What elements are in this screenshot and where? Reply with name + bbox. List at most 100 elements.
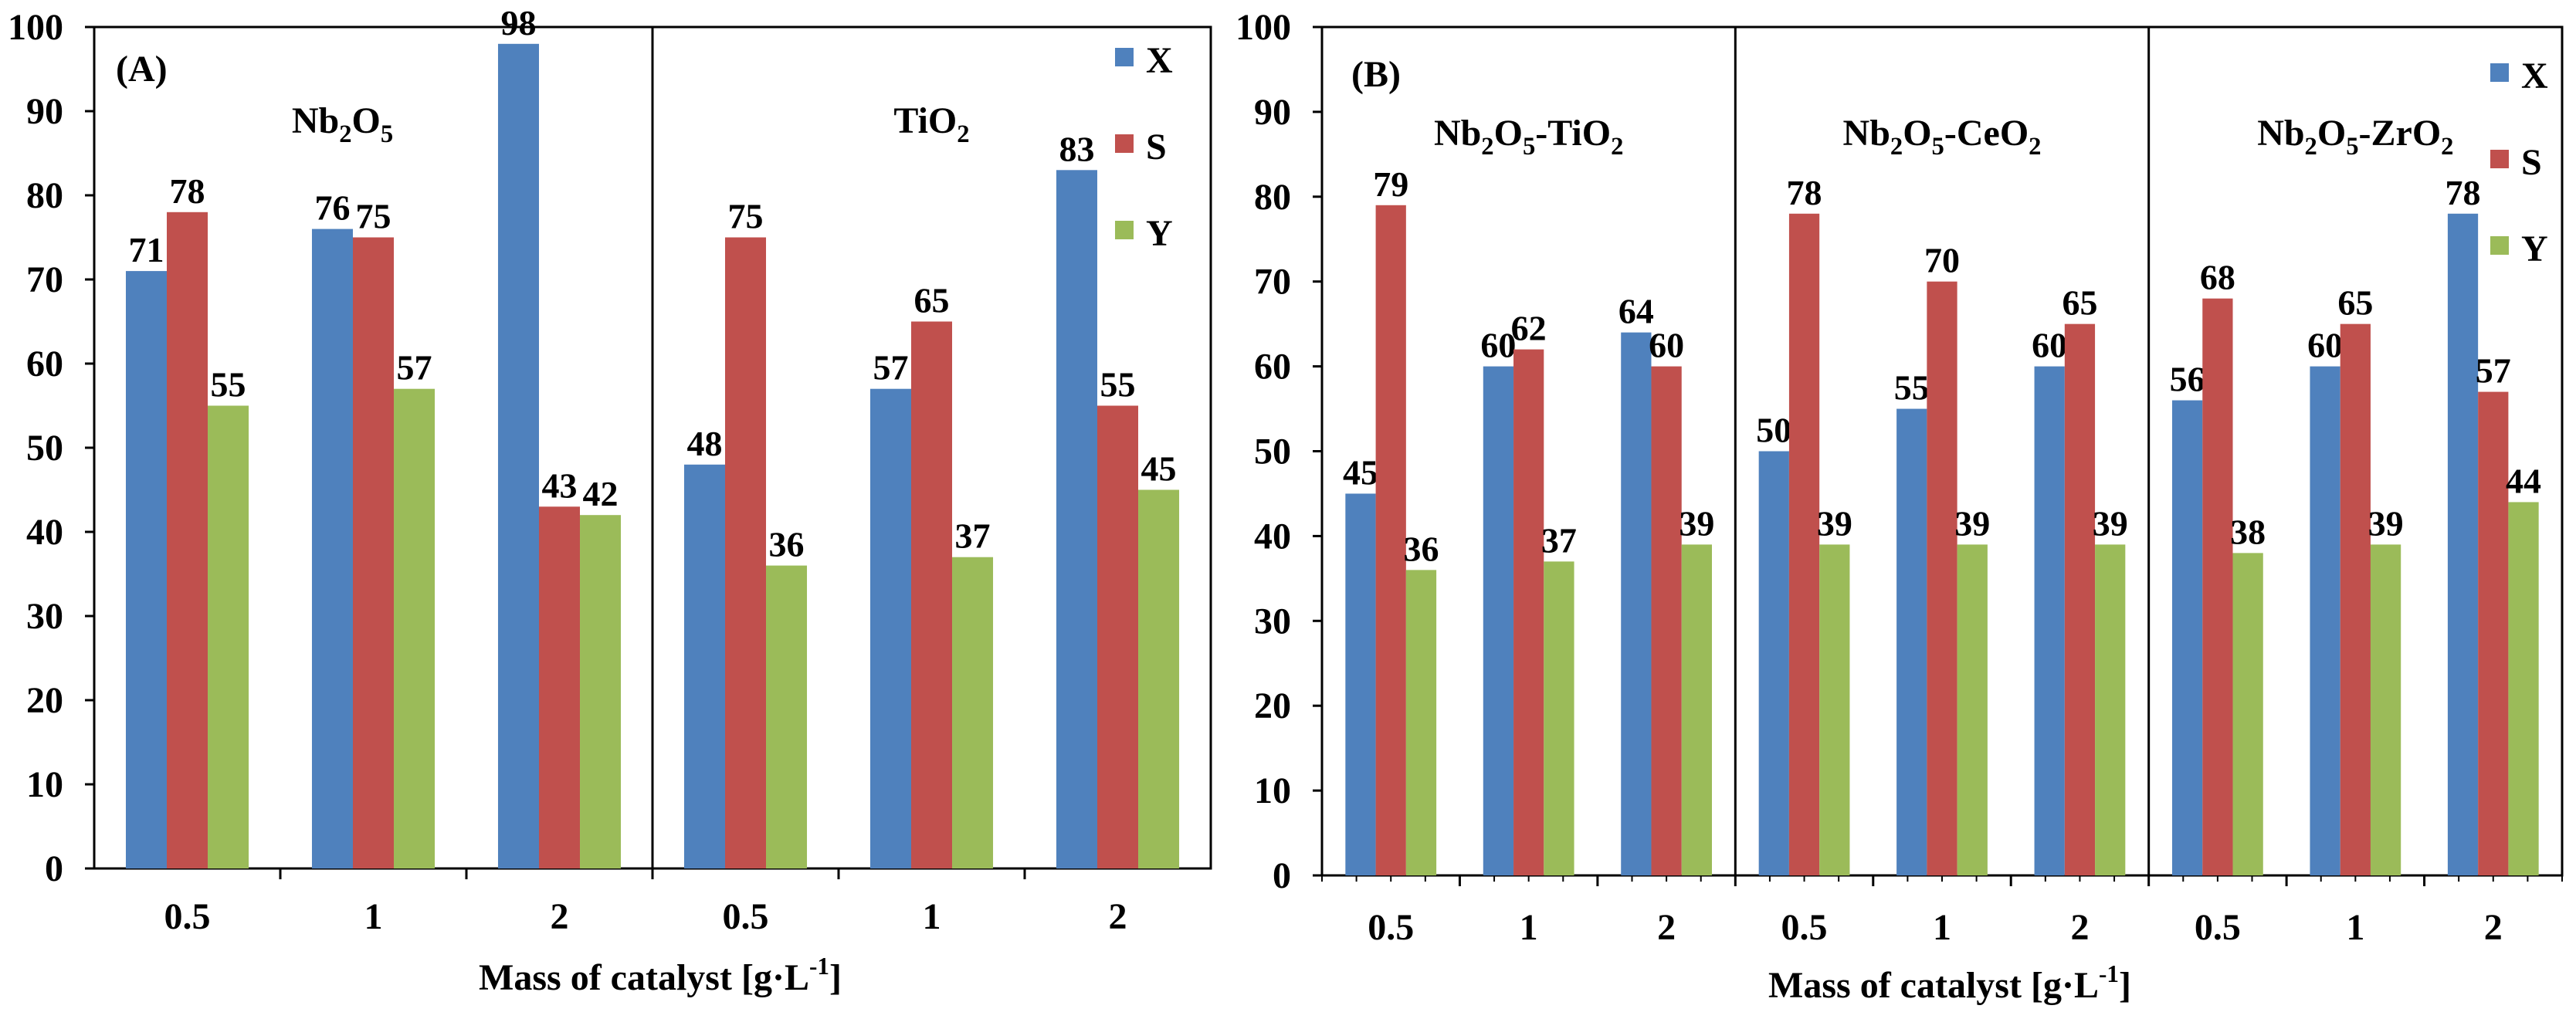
bar-y bbox=[1138, 489, 1180, 868]
legend-label-x: X bbox=[1146, 40, 1173, 81]
group-title-text: Nb bbox=[1843, 113, 1890, 154]
bar-x bbox=[1483, 366, 1514, 876]
x-category-label: 1 bbox=[364, 896, 383, 937]
data-label: 45 bbox=[1343, 452, 1378, 492]
x-axis-title-end: ] bbox=[829, 957, 842, 998]
data-label: 55 bbox=[1894, 368, 1930, 408]
group-title-subscript: 2 bbox=[339, 120, 351, 148]
data-label: 78 bbox=[2446, 173, 2481, 212]
data-label: 60 bbox=[2307, 326, 2343, 365]
data-label: 57 bbox=[397, 348, 432, 388]
legend-swatch-x bbox=[1115, 48, 1134, 66]
data-label: 57 bbox=[2476, 351, 2511, 391]
bar-x bbox=[125, 271, 167, 869]
bar-s bbox=[910, 321, 953, 868]
x-axis-title: Mass of catalyst [g·L-1] bbox=[1768, 960, 2131, 1006]
y-tick-label: 60 bbox=[26, 344, 63, 384]
y-tick-label: 70 bbox=[1254, 262, 1291, 303]
group-title-text: O bbox=[1494, 113, 1523, 154]
data-label: 42 bbox=[583, 474, 619, 513]
data-label: 75 bbox=[728, 197, 764, 236]
data-label: 64 bbox=[1618, 292, 1654, 331]
x-axis-title-end: ] bbox=[2119, 965, 2131, 1006]
group-title-subscript: 2 bbox=[2029, 133, 2041, 161]
x-category-label: 1 bbox=[1933, 907, 1951, 948]
x-category-label: 1 bbox=[1520, 907, 1538, 948]
legend-label-s: S bbox=[2521, 142, 2542, 183]
bar-x bbox=[1056, 170, 1097, 869]
group-title-text: Nb bbox=[292, 100, 339, 141]
data-label: 75 bbox=[356, 197, 391, 236]
y-tick-label: 0 bbox=[45, 848, 63, 889]
y-tick-label: 20 bbox=[1254, 686, 1291, 726]
x-category-label: 2 bbox=[2484, 907, 2503, 948]
data-label: 48 bbox=[686, 424, 722, 463]
x-category-label: 2 bbox=[2070, 907, 2089, 948]
group-title-text: -CeO bbox=[1944, 113, 2029, 154]
bar-y bbox=[394, 388, 436, 868]
data-label: 57 bbox=[873, 348, 908, 388]
bar-y bbox=[1681, 544, 1712, 875]
legend-label-y: Y bbox=[1146, 213, 1173, 254]
y-tick-label: 90 bbox=[26, 91, 63, 132]
group-title-subscript: 5 bbox=[381, 120, 393, 148]
group-title: Nb2​O5​-ZrO2​ bbox=[2257, 113, 2453, 161]
y-tick-label: 0 bbox=[1273, 855, 1291, 896]
bar-x bbox=[2172, 400, 2203, 875]
data-label: 37 bbox=[1541, 520, 1577, 560]
bar-x bbox=[497, 43, 539, 868]
group-title: Nb2​O5​-CeO2​ bbox=[1843, 113, 2042, 161]
x-category-label: 2 bbox=[1109, 896, 1127, 937]
legend-swatch-x bbox=[2490, 63, 2509, 82]
chart-panel-b: 0 10 20 30 40 50 60 70 80 90 100 Nb2​O5​-TiO2​ 0.5 45… bbox=[1235, 7, 2564, 1006]
bar-y bbox=[2370, 544, 2401, 875]
x-category-label: 0.5 bbox=[723, 896, 769, 937]
group-title-text: TiO bbox=[893, 100, 957, 141]
data-label: 62 bbox=[1511, 309, 1547, 348]
x-axis-title-text: Mass of catalyst [g·L bbox=[479, 957, 809, 998]
bar-s bbox=[1375, 205, 1406, 875]
data-label: 65 bbox=[914, 281, 950, 320]
y-tick-label: 50 bbox=[1254, 432, 1291, 472]
bar-y bbox=[1544, 561, 1574, 875]
data-label: 37 bbox=[955, 516, 991, 556]
bar-y bbox=[2232, 553, 2263, 875]
data-label: 44 bbox=[2506, 461, 2541, 500]
data-label: 36 bbox=[1403, 529, 1439, 568]
data-label: 76 bbox=[314, 188, 350, 228]
data-label: 60 bbox=[1649, 326, 1684, 365]
bar-y bbox=[1819, 544, 1850, 875]
data-label: 70 bbox=[1924, 241, 1960, 280]
data-label: 50 bbox=[1756, 411, 1791, 450]
bar-y bbox=[952, 557, 994, 868]
bar-x bbox=[311, 229, 353, 869]
data-label: 98 bbox=[500, 3, 536, 42]
group-title-subscript: 2 bbox=[2305, 133, 2317, 161]
bar-y bbox=[766, 565, 808, 868]
x-category-label: 1 bbox=[2346, 907, 2364, 948]
data-label: 55 bbox=[211, 365, 246, 405]
x-category-label: 0.5 bbox=[1781, 907, 1828, 948]
group-title: Nb2​O5​ bbox=[292, 100, 393, 148]
bar-x bbox=[2447, 213, 2479, 875]
bar-y bbox=[1957, 544, 1988, 875]
y-tick-label: 40 bbox=[26, 512, 63, 553]
group-title-subscript: 5 bbox=[2346, 133, 2358, 161]
bar-x bbox=[869, 388, 911, 868]
data-label: 43 bbox=[542, 465, 578, 505]
group-title-subscript: 2 bbox=[1481, 133, 1493, 161]
bar-y bbox=[2095, 544, 2126, 875]
bar-s bbox=[2478, 391, 2509, 875]
y-tick-label: 10 bbox=[26, 764, 63, 805]
x-axis-title: Mass of catalyst [g·L-1] bbox=[479, 953, 842, 998]
bar-y bbox=[208, 405, 249, 868]
y-tick-label: 20 bbox=[26, 680, 63, 721]
data-label: 39 bbox=[1954, 503, 1990, 543]
panel-label: (B) bbox=[1351, 54, 1401, 95]
group-title-text: -TiO bbox=[1535, 113, 1611, 154]
bar-s bbox=[1651, 366, 1682, 876]
group-title-text: Nb bbox=[1434, 113, 1481, 154]
legend-swatch-s bbox=[1115, 134, 1134, 153]
data-label: 60 bbox=[1480, 326, 1516, 365]
